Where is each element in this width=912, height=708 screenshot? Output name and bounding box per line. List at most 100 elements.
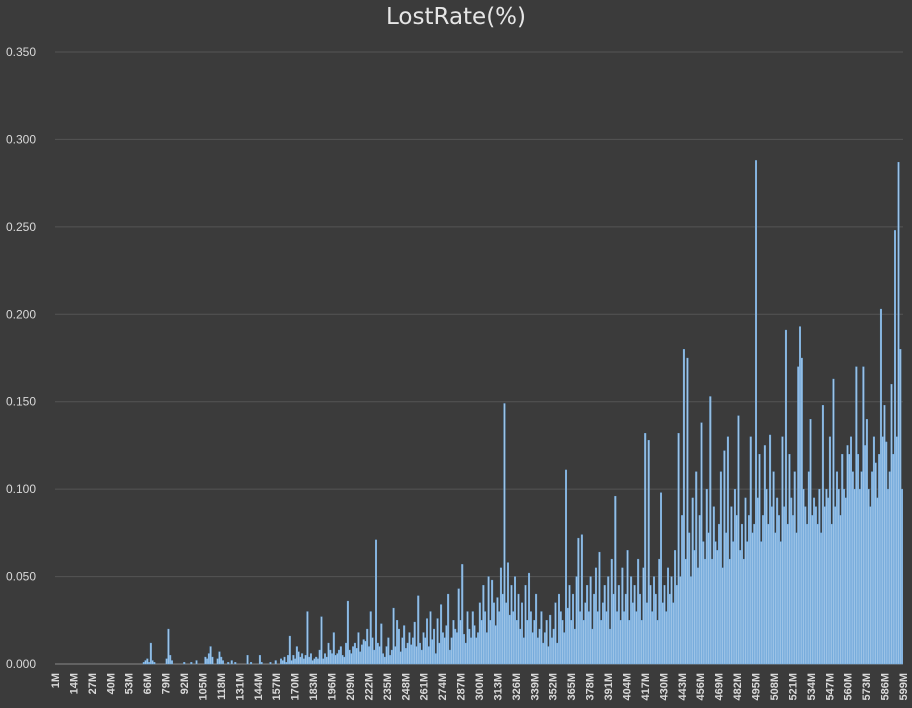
bar <box>603 585 606 665</box>
bar <box>144 660 147 665</box>
bar <box>468 628 471 665</box>
bar <box>728 558 731 665</box>
bar <box>454 628 457 665</box>
bar <box>283 656 286 665</box>
bar <box>350 653 353 665</box>
bar <box>871 471 874 665</box>
bar <box>506 562 509 665</box>
bar <box>357 632 360 665</box>
bar <box>362 639 365 665</box>
bar <box>341 655 344 665</box>
bar <box>874 462 877 665</box>
bar <box>593 593 596 665</box>
bar <box>751 532 754 665</box>
bar <box>862 366 865 665</box>
bar <box>169 655 172 665</box>
bar <box>644 433 647 665</box>
bar <box>821 405 824 665</box>
bar <box>455 632 458 665</box>
bar <box>901 488 903 665</box>
bar <box>302 658 305 665</box>
bar <box>716 550 719 665</box>
bar <box>827 497 830 665</box>
bar <box>714 541 717 665</box>
bar <box>658 558 661 665</box>
x-tick-label: 248M <box>400 673 412 701</box>
bar <box>679 576 682 665</box>
bar <box>892 453 895 665</box>
bar <box>533 620 536 665</box>
bar <box>316 658 319 665</box>
x-tick-label: 391M <box>603 673 615 701</box>
bar <box>290 660 293 665</box>
bar <box>719 471 722 665</box>
x-tick-label: 235M <box>382 673 394 701</box>
bar <box>440 604 443 665</box>
bar <box>403 625 406 665</box>
bar <box>522 637 525 665</box>
x-tick-label: 469M <box>714 673 726 701</box>
bar <box>258 655 261 665</box>
bar <box>828 436 831 665</box>
bar <box>464 642 467 665</box>
bar <box>758 453 761 665</box>
bar <box>218 651 221 665</box>
bar <box>306 611 309 665</box>
bar <box>568 585 571 665</box>
bar <box>459 620 462 665</box>
bar <box>610 558 613 665</box>
bar <box>876 497 879 665</box>
bar <box>696 567 699 665</box>
bar <box>190 662 193 665</box>
bar <box>324 653 326 665</box>
bar <box>461 564 464 665</box>
bar <box>422 632 425 665</box>
bar-layer <box>55 160 903 665</box>
bar <box>783 506 786 665</box>
bar <box>851 471 854 665</box>
bar <box>475 637 478 665</box>
bar <box>832 378 835 665</box>
x-tick-label: 404M <box>621 673 633 701</box>
bar <box>559 611 562 665</box>
bar <box>494 625 497 665</box>
bar <box>519 628 522 665</box>
bar <box>556 642 559 665</box>
bar <box>739 550 742 665</box>
x-tick-label: 118M <box>216 673 228 700</box>
bar <box>660 492 662 665</box>
bar <box>390 649 393 665</box>
x-tick-label: 560M <box>843 673 855 701</box>
bar <box>343 656 346 665</box>
bar <box>890 384 893 665</box>
bar <box>855 366 858 665</box>
bar <box>883 405 886 665</box>
bar <box>628 620 631 665</box>
bar <box>320 616 323 665</box>
x-tick-label: 170M <box>290 673 302 701</box>
bar <box>221 660 224 665</box>
bar <box>420 649 423 665</box>
bar <box>677 433 680 665</box>
bar <box>274 660 277 665</box>
bar <box>616 611 618 665</box>
bar <box>654 593 657 665</box>
bar <box>369 611 372 665</box>
bar <box>742 558 745 665</box>
bar <box>672 602 675 665</box>
bar <box>417 595 420 665</box>
bar <box>695 471 698 665</box>
bar <box>642 567 645 665</box>
bar <box>413 621 416 665</box>
y-tick-label: 0.200 <box>6 307 36 321</box>
bar <box>325 656 328 665</box>
bar <box>561 620 564 665</box>
bar <box>281 660 284 665</box>
bar <box>359 651 362 665</box>
bar <box>872 436 875 665</box>
bar <box>387 637 390 665</box>
bar <box>297 651 300 665</box>
y-tick-label: 0.100 <box>6 482 36 496</box>
bar <box>825 488 828 665</box>
bar <box>645 602 648 665</box>
